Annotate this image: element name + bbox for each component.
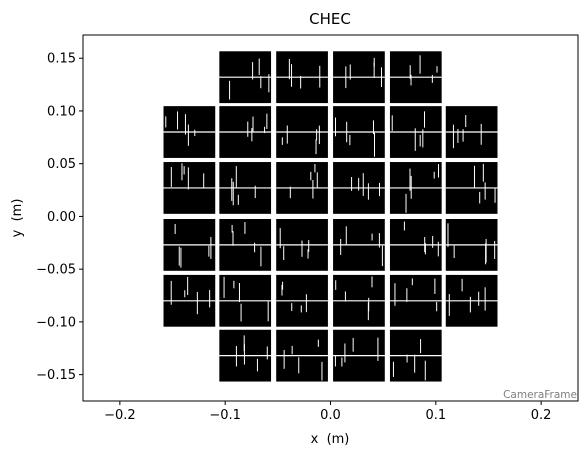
camera-module (389, 329, 442, 382)
camera-module (333, 162, 385, 214)
x-tick-label: −0.2 (104, 408, 136, 423)
x-tick-label: 0.1 (425, 408, 446, 423)
camera-module (445, 219, 498, 271)
camera-module (163, 274, 216, 327)
camera-module (276, 106, 328, 158)
camera-module (333, 106, 385, 158)
camera-module (163, 106, 216, 158)
camera-module (389, 219, 442, 271)
camera-module (219, 51, 272, 104)
camera-frame-annotation: CameraFrame (503, 389, 577, 401)
y-axis-ticks: −0.15 −0.10 −0.05 0.00 0.05 0.10 0.15 (36, 52, 83, 383)
camera-module (389, 51, 442, 104)
y-axis-label: y (m) (10, 199, 25, 238)
axes-frame (82, 34, 579, 402)
y-tick-label: 0.05 (47, 157, 76, 172)
camera-module (163, 162, 216, 214)
camera-module (333, 274, 385, 327)
y-tick-label: 0.00 (47, 210, 76, 225)
y-tick-label: −0.05 (36, 263, 76, 278)
camera-module (445, 162, 498, 214)
camera-module (276, 329, 328, 382)
camera-module (389, 106, 442, 158)
camera-module (333, 219, 385, 271)
camera-module (333, 51, 385, 104)
camera-module (445, 274, 498, 327)
camera-module (445, 106, 498, 158)
y-tick-label: −0.15 (36, 368, 76, 383)
x-tick-label: 0.2 (531, 408, 552, 423)
x-tick-label: 0.0 (320, 408, 341, 423)
x-axis-label: x (m) (311, 432, 350, 447)
camera-module (389, 274, 442, 327)
camera-module (389, 162, 442, 214)
x-tick-label: −0.1 (209, 408, 241, 423)
camera-module (219, 329, 272, 382)
camera-module (219, 106, 272, 158)
y-tick-label: 0.10 (47, 104, 76, 119)
camera-module (219, 162, 272, 214)
camera-module (163, 219, 216, 271)
camera-module (219, 219, 272, 271)
y-tick-label: 0.15 (47, 52, 76, 67)
y-tick-label: −0.10 (36, 315, 76, 330)
camera-module (219, 274, 272, 327)
camera-module (276, 219, 328, 271)
camera-module (276, 51, 328, 104)
camera-module (276, 274, 328, 327)
chart-title: CHEC (309, 10, 351, 28)
camera-module (276, 162, 328, 214)
x-axis-ticks: −0.2 −0.1 0.0 0.1 0.2 (104, 401, 551, 423)
camera-modules (163, 51, 498, 382)
camera-module (333, 329, 385, 382)
